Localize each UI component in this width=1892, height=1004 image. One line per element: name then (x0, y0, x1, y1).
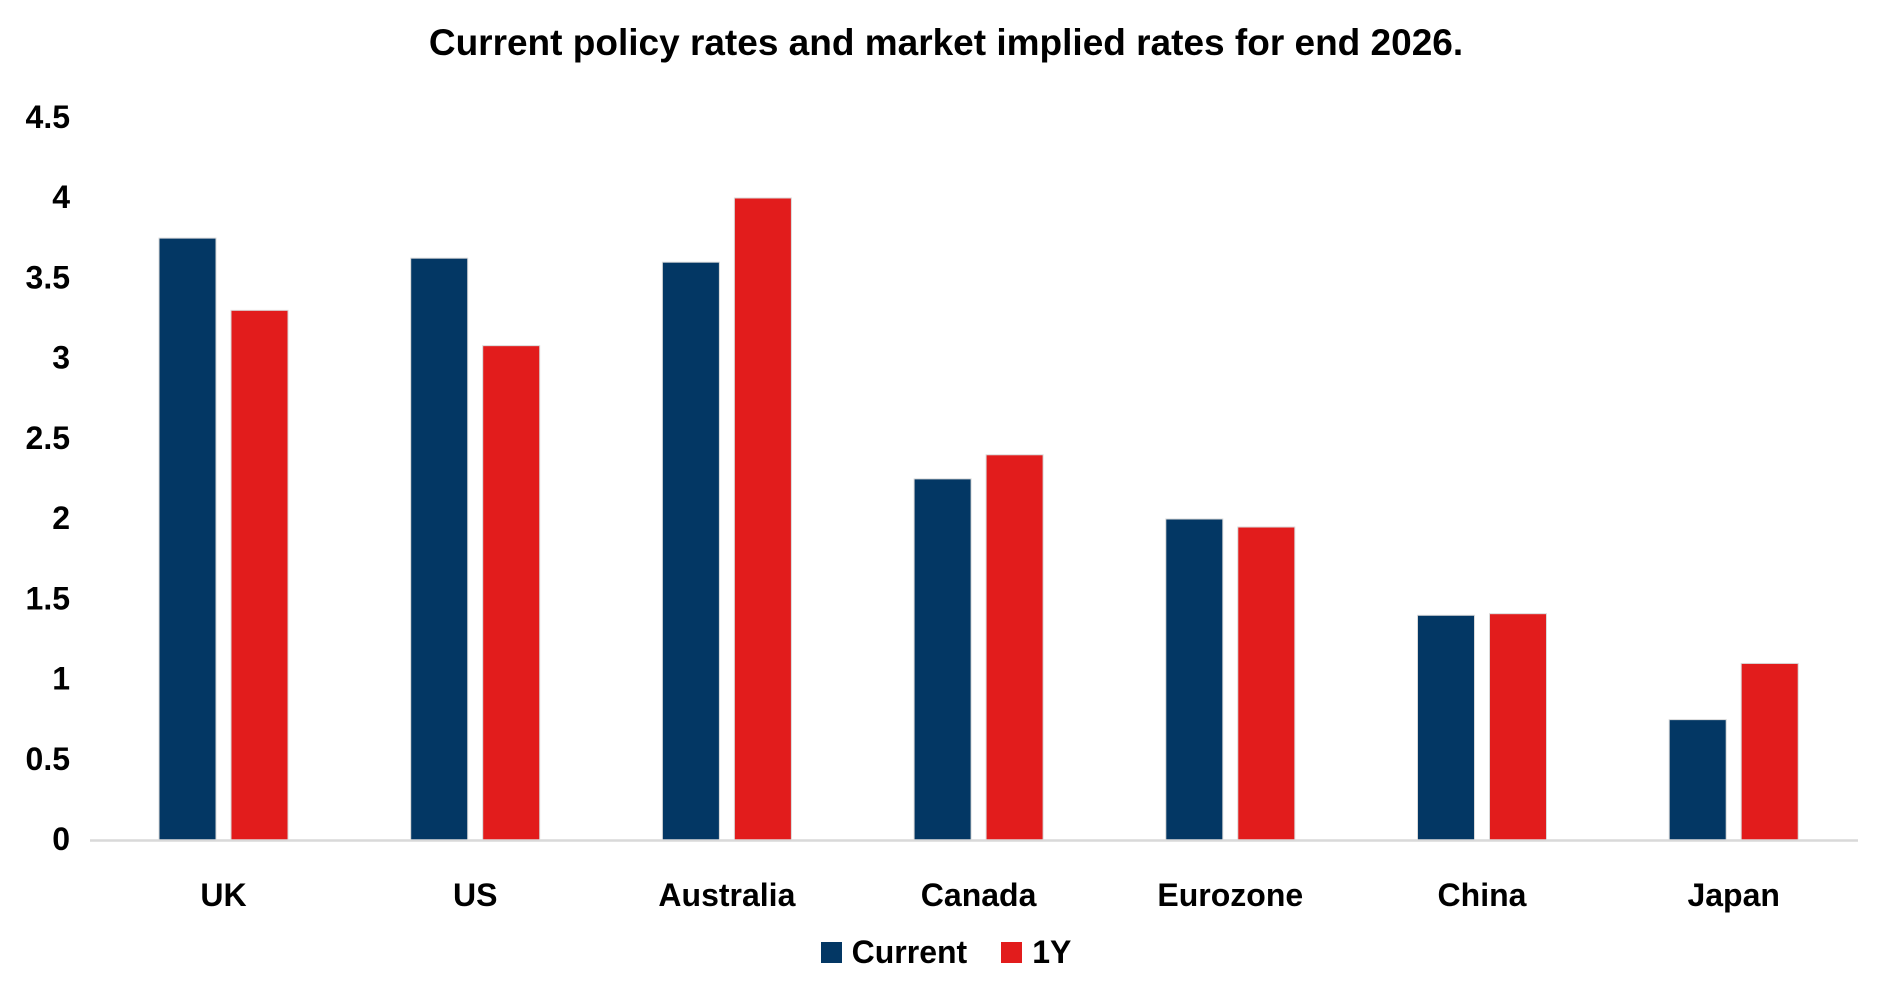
bar-current-uk (158, 237, 217, 841)
bar-1y-japan (1740, 662, 1799, 841)
y-tick-label-0: 0 (52, 821, 70, 857)
y-axis-tick-labels: 0 0.5 1 1.5 2 2.5 3 3.5 4 4.5 (26, 99, 71, 857)
bar-current-us (410, 257, 469, 841)
legend-swatch-1y (1001, 942, 1023, 963)
y-tick-label-1-5: 1.5 (26, 580, 70, 616)
chart-title: Current policy rates and market implied … (428, 22, 1464, 63)
bars-layer (158, 197, 1799, 841)
x-axis-layer: UK US Australia Canada Eurozone China Japan (90, 839, 1858, 913)
bar-current-australia (661, 261, 720, 841)
legend-label-current: Current (851, 934, 968, 970)
legend-label-1y: 1Y (1032, 934, 1072, 970)
y-tick-label-2: 2 (52, 500, 70, 536)
bar-1y-uk (230, 309, 289, 841)
bar-current-canada (913, 478, 972, 841)
x-axis-label-china: China (1438, 877, 1527, 913)
y-tick-label-3-5: 3.5 (26, 259, 70, 295)
y-tick-label-2-5: 2.5 (26, 420, 70, 456)
bar-1y-canada (985, 454, 1044, 841)
y-tick-label-3: 3 (52, 340, 70, 376)
bar-current-china (1417, 614, 1475, 841)
bar-1y-eurozone (1237, 526, 1296, 841)
y-tick-label-4-5: 4.5 (26, 99, 70, 135)
x-axis-label-eurozone: Eurozone (1157, 877, 1303, 913)
bar-1y-china (1489, 613, 1547, 841)
legend-swatch-current (820, 942, 842, 963)
x-axis-label-australia: Australia (658, 877, 795, 913)
legend-item-current: Current (820, 934, 968, 971)
y-tick-label-1: 1 (52, 661, 70, 697)
bar-current-eurozone (1165, 518, 1224, 841)
bar-1y-australia (733, 197, 792, 841)
legend: Current 1Y (0, 934, 1892, 971)
y-tick-label-4: 4 (52, 179, 70, 215)
bar-1y-us (482, 345, 541, 841)
bar-current-japan (1668, 719, 1727, 841)
x-axis-label-canada: Canada (921, 877, 1037, 913)
y-tick-label-0-5: 0.5 (26, 741, 70, 777)
x-axis-label-uk: UK (200, 877, 246, 913)
legend-item-1y: 1Y (1001, 934, 1071, 971)
x-axis-label-us: US (453, 877, 497, 913)
x-axis-label-japan: Japan (1687, 877, 1779, 913)
